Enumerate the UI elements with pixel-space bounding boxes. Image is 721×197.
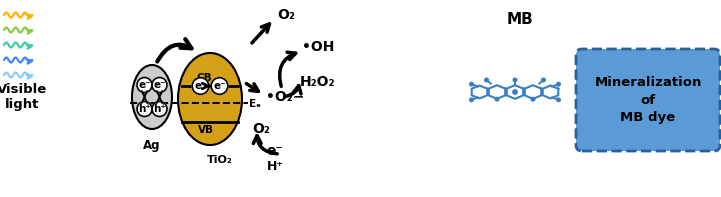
Text: e⁻: e⁻ — [153, 80, 166, 90]
Circle shape — [137, 101, 152, 116]
Text: O₂: O₂ — [277, 8, 295, 22]
Text: Ag: Ag — [143, 139, 161, 152]
Text: Visible
light: Visible light — [0, 83, 47, 111]
Text: h⁺: h⁺ — [153, 104, 166, 114]
Text: O₂: O₂ — [252, 122, 270, 136]
Circle shape — [211, 78, 228, 94]
Text: Mineralization
of
MB dye: Mineralization of MB dye — [594, 75, 702, 125]
Circle shape — [193, 78, 209, 94]
Text: e⁻: e⁻ — [138, 80, 151, 90]
Polygon shape — [472, 85, 487, 98]
Circle shape — [152, 101, 167, 116]
Ellipse shape — [132, 65, 172, 129]
Circle shape — [495, 97, 499, 101]
Circle shape — [557, 82, 560, 86]
Polygon shape — [543, 85, 558, 98]
Text: VB: VB — [198, 125, 214, 135]
FancyBboxPatch shape — [576, 49, 720, 151]
Text: e⁻: e⁻ — [267, 144, 283, 158]
Circle shape — [557, 98, 560, 102]
Polygon shape — [489, 85, 505, 99]
Text: CB: CB — [196, 72, 212, 83]
Circle shape — [513, 90, 517, 94]
Polygon shape — [507, 85, 523, 99]
Circle shape — [469, 98, 473, 102]
Text: H⁺: H⁺ — [267, 161, 283, 174]
Circle shape — [485, 78, 488, 82]
Text: •OH: •OH — [302, 40, 335, 54]
Text: •O₂−: •O₂− — [266, 90, 304, 104]
Text: e⁻: e⁻ — [213, 81, 226, 91]
Circle shape — [513, 78, 517, 82]
Circle shape — [541, 78, 545, 82]
Text: h⁺: h⁺ — [138, 104, 151, 114]
Ellipse shape — [178, 53, 242, 145]
Text: Eₑ: Eₑ — [249, 99, 261, 109]
Text: TiO₂: TiO₂ — [207, 155, 233, 165]
Circle shape — [531, 97, 535, 101]
Text: e⁻: e⁻ — [194, 81, 207, 91]
Circle shape — [137, 77, 152, 93]
Circle shape — [152, 77, 167, 93]
Text: H₂O₂: H₂O₂ — [300, 75, 335, 89]
Circle shape — [469, 82, 473, 86]
Polygon shape — [525, 85, 541, 99]
Text: MB: MB — [507, 11, 534, 27]
